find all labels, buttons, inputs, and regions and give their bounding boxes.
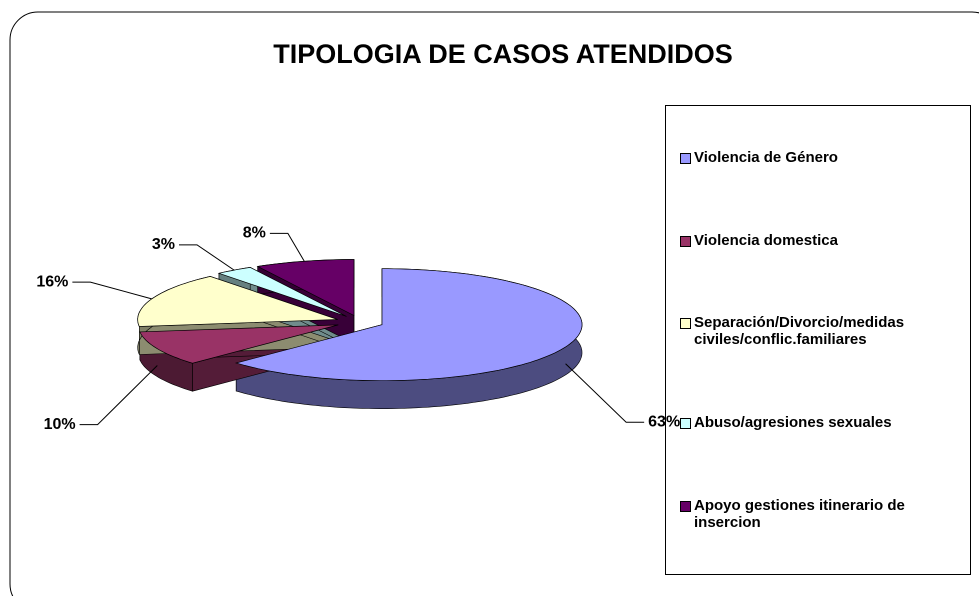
legend-label: Apoyo gestiones itinerario de insercion	[694, 497, 905, 532]
leader-line	[72, 281, 152, 300]
data-label: 16%	[36, 273, 68, 290]
legend-item: Apoyo gestiones itinerario de insercion	[680, 497, 962, 531]
legend-swatch	[680, 235, 691, 247]
leader-line	[565, 363, 645, 423]
leader-line	[269, 232, 305, 262]
legend: Violencia de Género Violencia domestica Se…	[665, 105, 971, 575]
data-label: 8%	[243, 225, 266, 242]
legend-item: Violencia de Género	[680, 149, 962, 166]
data-label: 3%	[152, 236, 175, 253]
legend-label: Abuso/agresiones sexuales	[694, 414, 892, 432]
legend-swatch	[680, 152, 691, 164]
legend-label: Violencia de Género	[694, 148, 838, 166]
legend-item: Abuso/agresiones sexuales	[680, 414, 962, 431]
legend-swatch	[680, 418, 691, 430]
legend-label: Separación/Divorcio/medidas civiles/conf…	[694, 314, 905, 349]
legend-label: Violencia domestica	[694, 231, 838, 249]
slice	[234, 268, 583, 382]
data-label: 10%	[44, 416, 76, 433]
leader-line	[79, 365, 158, 426]
slice	[139, 324, 339, 364]
legend-swatch	[680, 501, 691, 513]
legend-item: Violencia domestica	[680, 232, 962, 249]
slice	[256, 259, 355, 317]
slice	[217, 267, 347, 317]
leader-line	[178, 244, 235, 271]
chart-title: TIPOLOGIA DE CASOS ATENDIDOS	[273, 39, 733, 69]
legend-item: Separación/Divorcio/medidas civiles/conf…	[680, 314, 962, 348]
frame	[9, 11, 979, 596]
data-label: 63%	[648, 413, 680, 430]
legend-swatch	[680, 318, 691, 330]
